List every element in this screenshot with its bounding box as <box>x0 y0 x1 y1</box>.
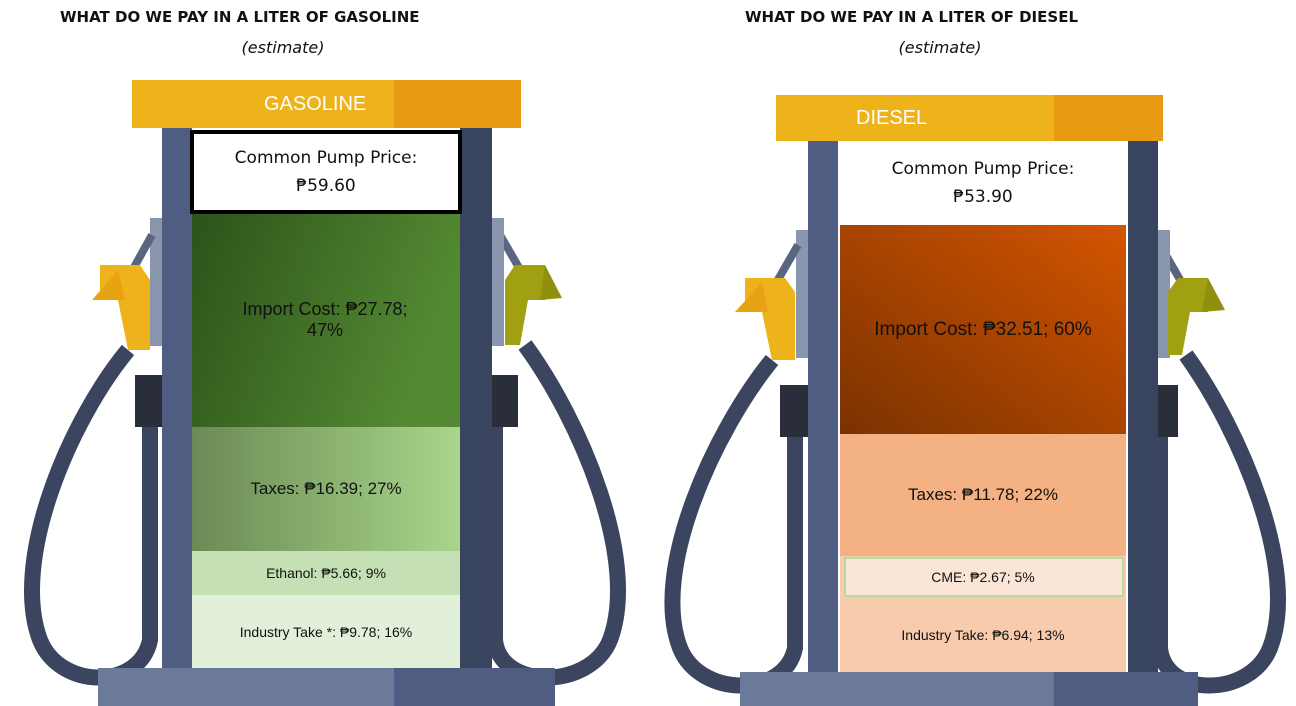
segment: CME: ₱2.67; 5% <box>840 556 1126 598</box>
segment: Import Cost: ₱32.51; 60% <box>858 225 1108 434</box>
price: ₱53.90 <box>953 183 1012 211</box>
segment: Taxes: ₱16.39; 27% <box>192 427 460 551</box>
price-box: Common Pump Price: ₱59.60 <box>190 130 462 214</box>
price-label: Common Pump Price: <box>892 155 1075 183</box>
segment: Taxes: ₱11.78; 22% <box>840 434 1126 556</box>
price-label: Common Pump Price: <box>235 144 418 172</box>
segment: Ethanol: ₱5.66; 9% <box>192 551 460 595</box>
segment: Industry Take *: ₱9.78; 16% <box>192 595 460 668</box>
title: WHAT DO WE PAY IN A LITER OF GASOLINE <box>60 8 506 26</box>
infographic: WHAT DO WE PAY IN A LITER OF GASOLINE (e… <box>0 0 1296 706</box>
title: WHAT DO WE PAY IN A LITER OF DIESEL <box>745 8 1145 26</box>
segment: Industry Take: ₱6.94; 13% <box>840 598 1126 672</box>
sign: DIESEL <box>776 95 1054 141</box>
subtitle: (estimate) <box>183 38 383 57</box>
sign: GASOLINE <box>132 80 522 128</box>
price-box: Common Pump Price: ₱53.90 <box>838 141 1128 225</box>
subtitle: (estimate) <box>840 38 1040 57</box>
price: ₱59.60 <box>296 172 355 200</box>
segment: Import Cost: ₱27.78; 47% <box>230 212 420 427</box>
